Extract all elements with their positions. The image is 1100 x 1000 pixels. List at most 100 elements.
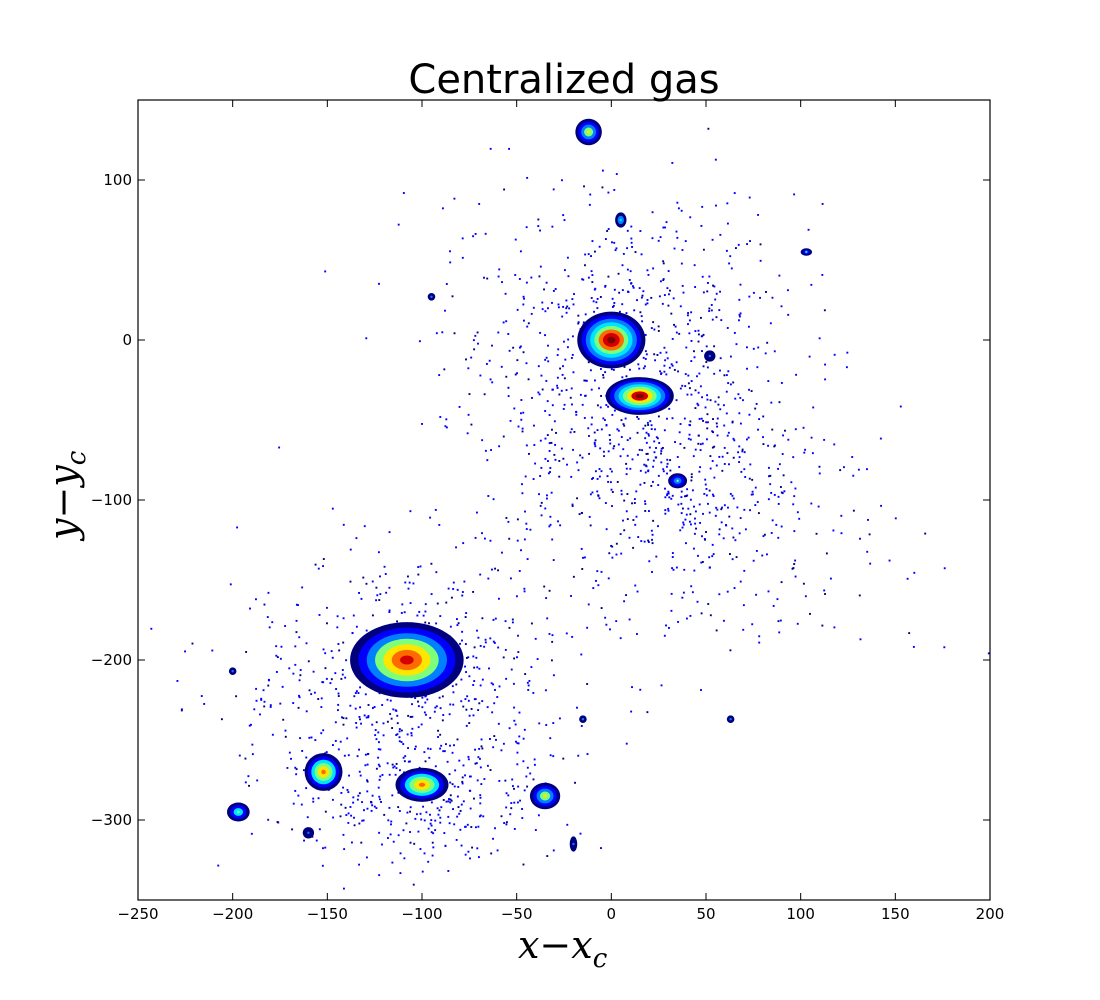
heatmap-pixel: [501, 551, 503, 554]
heatmap-pixel: [620, 489, 623, 492]
heatmap-pixel: [778, 274, 781, 277]
heatmap-pixel: [507, 395, 510, 398]
heatmap-pixel: [359, 718, 361, 721]
heatmap-pixel: [357, 692, 360, 694]
heatmap-pixel: [549, 523, 552, 526]
heatmap-pixel: [346, 788, 349, 791]
heatmap-pixel: [658, 295, 661, 298]
heatmap-pixel: [880, 504, 883, 507]
heatmap-pixel: [522, 303, 525, 306]
heatmap-pixel: [594, 470, 597, 473]
heatmap-pixel: [689, 216, 692, 219]
heatmap-pixel: [780, 491, 783, 494]
heatmap-pixel: [460, 844, 463, 847]
heatmap-pixel: [605, 424, 608, 426]
heatmap-pixel: [694, 389, 697, 392]
heatmap-pixel: [380, 801, 383, 803]
heatmap-pixel: [605, 404, 608, 406]
heatmap-pixel: [628, 536, 631, 539]
heatmap-pixel: [550, 441, 553, 444]
heatmap-pixel: [727, 431, 730, 434]
heatmap-pixel: [693, 350, 695, 353]
heatmap-pixel: [722, 404, 725, 407]
heatmap-pixel: [685, 542, 687, 545]
heatmap-pixel: [626, 439, 629, 442]
heatmap-level: [321, 769, 326, 775]
heatmap-pixel: [796, 622, 799, 625]
heatmap-pixel: [628, 618, 631, 621]
heatmap-pixel: [602, 417, 605, 420]
heatmap-pixel: [317, 698, 320, 700]
heatmap-pixel: [617, 443, 620, 446]
heatmap-pixel: [504, 648, 507, 651]
heatmap-pixel: [705, 421, 708, 424]
heatmap-pixel: [770, 491, 773, 494]
heatmap-pixel: [601, 186, 604, 189]
heatmap-pixel: [434, 829, 437, 832]
heatmap-pixel: [479, 814, 482, 817]
heatmap-pixel: [566, 256, 569, 259]
heatmap-pixel: [534, 637, 537, 640]
heatmap-pixel: [276, 821, 279, 823]
heatmap-pixel: [608, 552, 611, 555]
heatmap-pixel: [777, 495, 780, 498]
heatmap-pixel: [541, 388, 544, 391]
heatmap-pixel: [824, 593, 826, 595]
heatmap-pixel: [371, 794, 374, 797]
heatmap-pixel: [728, 262, 731, 265]
heatmap-pixel: [477, 856, 480, 859]
heatmap-pixel: [379, 575, 381, 578]
heatmap-pixel: [549, 467, 552, 469]
heatmap-pixel: [596, 297, 599, 300]
heatmap-pixel: [544, 334, 546, 337]
heatmap-level: [729, 718, 732, 721]
heatmap-pixel: [498, 779, 501, 782]
heatmap-pixel: [712, 418, 714, 420]
heatmap-pixel: [292, 802, 295, 805]
heatmap-pixel: [741, 399, 744, 402]
heatmap-pixel: [818, 472, 821, 475]
heatmap-pixel: [508, 727, 511, 730]
heatmap-pixel: [661, 302, 664, 305]
heatmap-pixel: [259, 713, 261, 716]
heatmap-pixel: [355, 690, 358, 693]
heatmap-pixel: [888, 559, 891, 562]
heatmap-pixel: [453, 823, 456, 826]
heatmap-pixel: [602, 450, 605, 453]
heatmap-pixel: [571, 353, 574, 356]
heatmap-pixel: [715, 464, 718, 467]
heatmap-pixel: [519, 345, 522, 348]
heatmap-pixel: [533, 763, 536, 766]
heatmap-pixel: [381, 843, 383, 846]
heatmap-pixel: [464, 698, 467, 701]
heatmap-pixel: [660, 373, 662, 375]
heatmap-pixel: [515, 595, 518, 598]
heatmap-pixel: [363, 809, 365, 812]
heatmap-pixel: [448, 822, 451, 825]
heatmap-pixel: [470, 356, 473, 359]
heatmap-pixel: [346, 737, 349, 740]
heatmap-pixel: [552, 755, 555, 758]
heatmap-pixel: [551, 640, 554, 643]
heatmap-pixel: [676, 236, 679, 239]
heatmap-pixel: [574, 781, 576, 784]
heatmap-pixel: [378, 765, 381, 768]
heatmap-pixel: [402, 743, 405, 745]
heatmap-pixel: [611, 241, 613, 244]
heatmap-pixel: [792, 503, 795, 506]
heatmap-pixel: [666, 494, 668, 497]
heatmap-pixel: [342, 833, 345, 836]
heatmap-pixel: [817, 505, 820, 508]
heatmap-level: [708, 354, 711, 358]
heatmap-pixel: [522, 351, 525, 354]
heatmap-pixel: [467, 755, 470, 758]
heatmap-pixel: [449, 250, 451, 253]
heatmap-pixel: [515, 740, 517, 743]
heatmap-pixel: [582, 556, 584, 559]
heatmap-pixel: [736, 506, 739, 509]
heatmap-pixel: [655, 447, 657, 449]
heatmap-pixel: [500, 749, 503, 752]
heatmap-pixel: [459, 642, 461, 645]
heatmap-pixel: [728, 515, 731, 518]
heatmap-layer: [150, 118, 990, 890]
